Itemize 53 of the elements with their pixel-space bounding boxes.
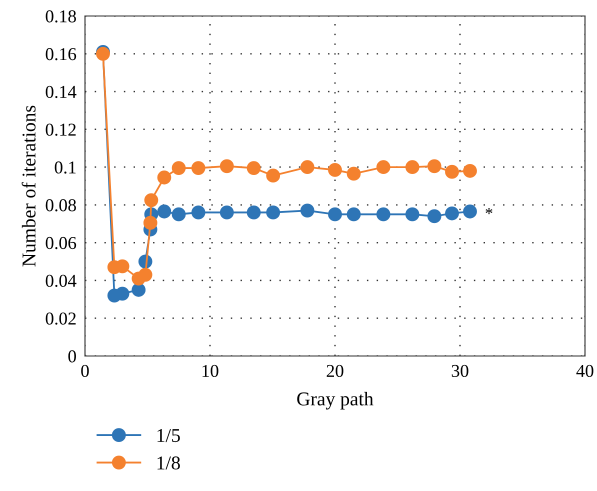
y-axis-title: Number of iterations	[22, 106, 36, 266]
point	[376, 160, 390, 174]
y-tick-label: 0.04	[46, 274, 76, 287]
point	[376, 207, 390, 222]
point	[427, 209, 442, 224]
point	[266, 168, 280, 183]
point	[328, 207, 342, 222]
y-tick-label: 0.14	[46, 86, 76, 98]
point	[157, 170, 172, 184]
point	[346, 207, 361, 222]
point	[191, 206, 206, 220]
point	[405, 207, 420, 222]
point	[172, 207, 186, 222]
point	[346, 166, 361, 181]
point	[220, 159, 234, 174]
point	[157, 204, 172, 218]
point	[427, 159, 442, 174]
y-tick-label: 0.18	[46, 10, 76, 23]
point	[445, 206, 459, 220]
point	[445, 164, 459, 179]
legend-label: 1/8	[158, 456, 180, 470]
point	[144, 193, 158, 208]
x-tick-label: 0	[81, 364, 89, 378]
point	[463, 164, 477, 178]
y-tick-label: 0	[68, 350, 76, 362]
point	[220, 206, 234, 220]
x-tick-label: 20	[326, 364, 344, 378]
y-tick-label: 0.16	[46, 48, 76, 60]
point	[115, 286, 130, 301]
y-tick-label: 0.1	[54, 161, 76, 174]
y-tick-label: 0.12	[46, 124, 76, 136]
point	[246, 161, 261, 175]
point	[191, 161, 206, 175]
point	[300, 160, 314, 174]
x-tick-label: 30	[452, 364, 468, 378]
point	[328, 163, 342, 177]
x-axis-title: Gray path	[297, 392, 374, 410]
point	[138, 268, 152, 282]
y-tick-label: 0.02	[46, 312, 76, 325]
legend-label: 1/5	[158, 429, 180, 442]
point	[405, 160, 420, 174]
x-tick-label: 10	[202, 364, 218, 378]
point	[132, 282, 146, 297]
point	[266, 206, 280, 220]
annotation: *	[486, 208, 492, 214]
point	[300, 204, 314, 218]
point	[172, 161, 186, 175]
point	[246, 206, 261, 220]
y-tick-label: 0.08	[46, 199, 76, 212]
y-tick-label: 0.06	[46, 236, 76, 250]
point	[143, 216, 158, 230]
x-tick-label: 40	[576, 364, 594, 378]
point	[463, 204, 477, 218]
